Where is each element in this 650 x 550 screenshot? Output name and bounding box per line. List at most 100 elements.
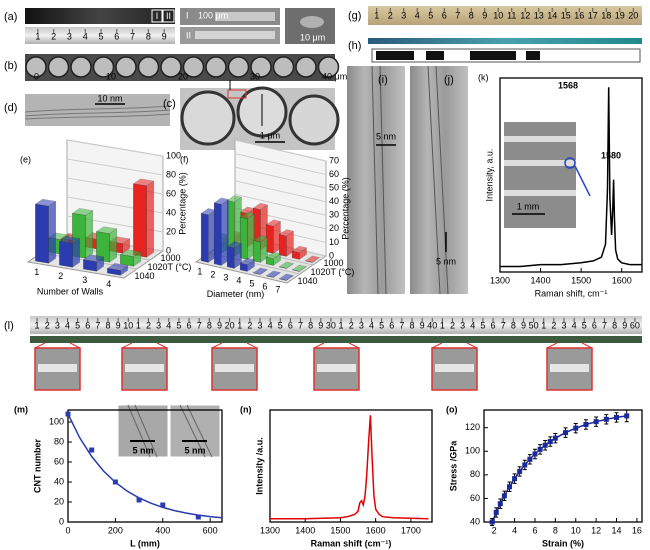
ruler-digit: 3 <box>359 320 364 330</box>
bar <box>279 278 287 281</box>
connector <box>121 342 133 349</box>
ruler-digit: 8 <box>308 320 313 330</box>
ruler-digit: 4 <box>166 320 171 330</box>
grid-line <box>66 139 164 157</box>
ruler-digit: 8 <box>207 320 212 330</box>
data-point <box>593 419 599 425</box>
y-tick-label: 50 <box>329 183 339 193</box>
x-tick-label: 1600 <box>612 275 632 285</box>
scale-bar-label: 1 mm <box>517 201 540 211</box>
ruler-digit: 1 <box>440 320 445 330</box>
pore <box>47 56 70 78</box>
ruler-digit: 7 <box>501 320 506 330</box>
y-tick-label: 120 <box>465 422 480 432</box>
grid-line <box>66 158 164 176</box>
x-tick-label: 5 <box>249 279 254 289</box>
panel-l: (l) <box>4 316 642 391</box>
ruler-digit: 10 <box>493 10 503 20</box>
panel-label: (d) <box>4 102 17 114</box>
y-tick-label: 100 <box>49 416 64 426</box>
bar-side <box>109 228 117 263</box>
x-tick-label: 10 <box>571 525 581 535</box>
ruler-digit: 9 <box>318 320 323 330</box>
ruler-digit: 1 <box>374 10 379 20</box>
x-axis-label: L (mm) <box>130 538 160 548</box>
roman-label: II <box>166 11 171 21</box>
ruler-digit: 11 <box>507 10 516 20</box>
ruler-digit: 4 <box>415 10 420 20</box>
ruler-digit: 4 <box>572 320 577 330</box>
scale-bar-label: 5 nm <box>436 256 456 266</box>
ruler-digit: 19 <box>615 10 625 20</box>
scale-bar-label: 10 nm <box>97 93 122 103</box>
ruler-digit: 8 <box>469 10 474 20</box>
y-tick-label: 80 <box>54 436 64 446</box>
pore <box>295 56 317 78</box>
bar <box>35 203 49 264</box>
y-axis-label: Intensity /a.u. <box>254 437 264 495</box>
bar-side <box>146 180 154 258</box>
bar <box>83 259 97 272</box>
ruler-digit: 1 <box>35 31 40 41</box>
y-tick-label: 60 <box>166 188 176 198</box>
connector <box>313 342 325 349</box>
x-axis-label: Diameter (nm) <box>207 289 265 299</box>
ruler-digit: 7 <box>602 320 607 330</box>
pore <box>317 56 340 78</box>
data-point <box>512 476 518 482</box>
data-point <box>532 451 538 457</box>
data-point <box>537 446 543 452</box>
series-label: 1000 <box>161 253 181 263</box>
y-tick-label: 20 <box>54 496 64 506</box>
connector <box>34 342 46 349</box>
x-tick-label: 7 <box>275 285 280 295</box>
ruler-digit: 15 <box>561 10 571 20</box>
panel-label: (c) <box>163 98 176 110</box>
zoom-box <box>227 89 247 99</box>
scale-label: 20 <box>178 71 188 81</box>
y-tick-label: 0 <box>59 516 64 526</box>
data-point <box>624 413 630 419</box>
fiber-photo <box>30 336 642 343</box>
data-line <box>500 87 642 268</box>
plot-frame <box>269 409 433 523</box>
ruler-digit: 9 <box>116 320 121 330</box>
fiber <box>504 136 576 142</box>
scale-bar-label: 5 nm <box>132 445 153 455</box>
roman-label: I <box>156 11 159 21</box>
panel-c: (c) 1 μm <box>163 80 340 150</box>
connector <box>211 342 223 349</box>
bar <box>292 269 300 272</box>
ruler-digit: 4 <box>268 320 273 330</box>
highlight <box>564 157 576 169</box>
x-axis-label: Raman shift, cm⁻¹ <box>535 288 608 298</box>
ruler-digit: 1 <box>541 320 546 330</box>
x-tick-label: 16 <box>632 525 642 535</box>
fiber <box>550 364 589 372</box>
film-photo <box>368 38 642 44</box>
ruler-photo <box>368 6 642 25</box>
inset-image <box>169 404 221 458</box>
bar <box>96 231 110 263</box>
scale-bar-label: 5 nm <box>376 131 396 141</box>
connector <box>466 342 478 349</box>
ruler-digit: 9 <box>162 31 167 41</box>
ruler-digit: 7 <box>95 320 100 330</box>
ruler-digit: 2 <box>51 31 56 41</box>
y-tick-label: 30 <box>329 210 339 220</box>
fiber <box>195 31 275 39</box>
peak-label: 1580 <box>601 150 621 160</box>
x-tick-label: 1500 <box>330 525 350 535</box>
x-tick-label: 200 <box>108 525 123 535</box>
bar <box>201 213 209 263</box>
y-tick-label: 20 <box>166 226 176 236</box>
pore <box>205 56 227 78</box>
ruler-digit: 10 <box>123 320 133 330</box>
x-tick-label: 4 <box>512 525 517 535</box>
ruler-digit: 12 <box>520 10 530 20</box>
ruler-digit: 5 <box>582 320 587 330</box>
y-tick-label: 0 <box>329 250 334 260</box>
panel-label: (f) <box>180 154 189 164</box>
series-label: 1040 <box>135 271 155 281</box>
ruler-digit: 3 <box>67 31 72 41</box>
